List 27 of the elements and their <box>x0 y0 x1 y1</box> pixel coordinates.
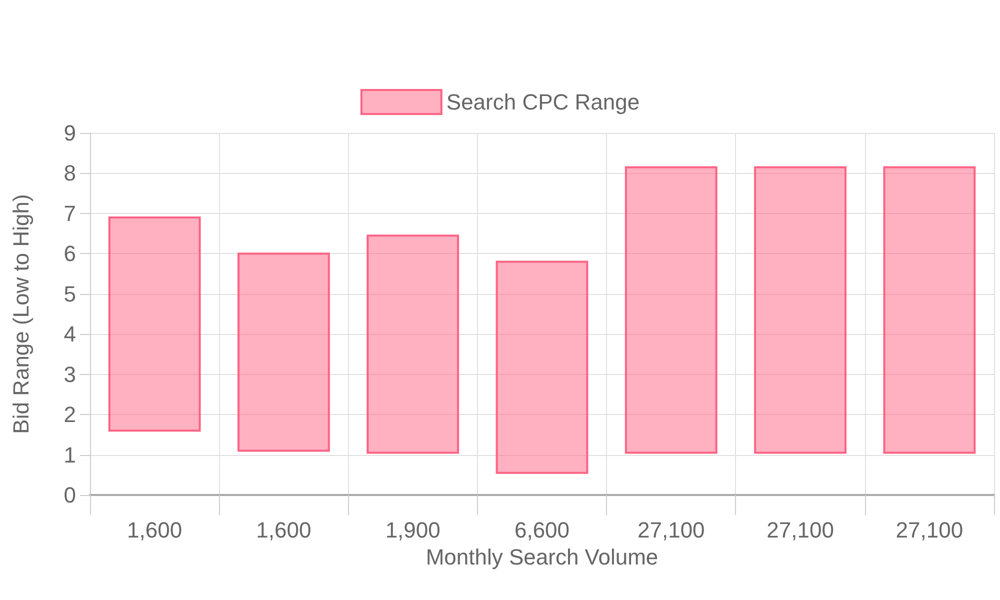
y-tick-label: 5 <box>64 281 76 306</box>
bar <box>883 166 976 454</box>
x-axis-title: Monthly Search Volume <box>426 544 658 570</box>
x-tick-label: 27,100 <box>766 518 834 542</box>
y-tick-label: 0 <box>64 482 76 508</box>
bar <box>366 234 460 454</box>
x-tick-label: 27,100 <box>896 518 964 542</box>
y-tick-label: 9 <box>64 120 76 146</box>
bar <box>238 252 330 452</box>
bar <box>754 166 846 454</box>
y-tick-label: 7 <box>64 200 76 226</box>
y-tick-label: 2 <box>64 402 76 428</box>
bar <box>624 166 718 454</box>
x-tick-label: 1,600 <box>127 518 182 542</box>
x-tick-label: 1,600 <box>256 518 312 542</box>
y-tick-label: 4 <box>64 322 76 347</box>
y-tick-label: 6 <box>64 241 76 266</box>
x-tick-label: 6,600 <box>514 518 570 542</box>
y-axis-title: Bid Range (Low to High) <box>8 194 34 434</box>
legend-label: Search CPC Range <box>446 90 640 114</box>
x-tick-label: 27,100 <box>637 518 705 542</box>
y-tick-label: 1 <box>64 442 76 468</box>
bar <box>108 216 201 432</box>
y-tick-label: 3 <box>64 362 76 387</box>
y-tick-label: 8 <box>64 160 76 186</box>
x-tick-label: 1,900 <box>385 518 440 542</box>
bar <box>496 260 588 474</box>
